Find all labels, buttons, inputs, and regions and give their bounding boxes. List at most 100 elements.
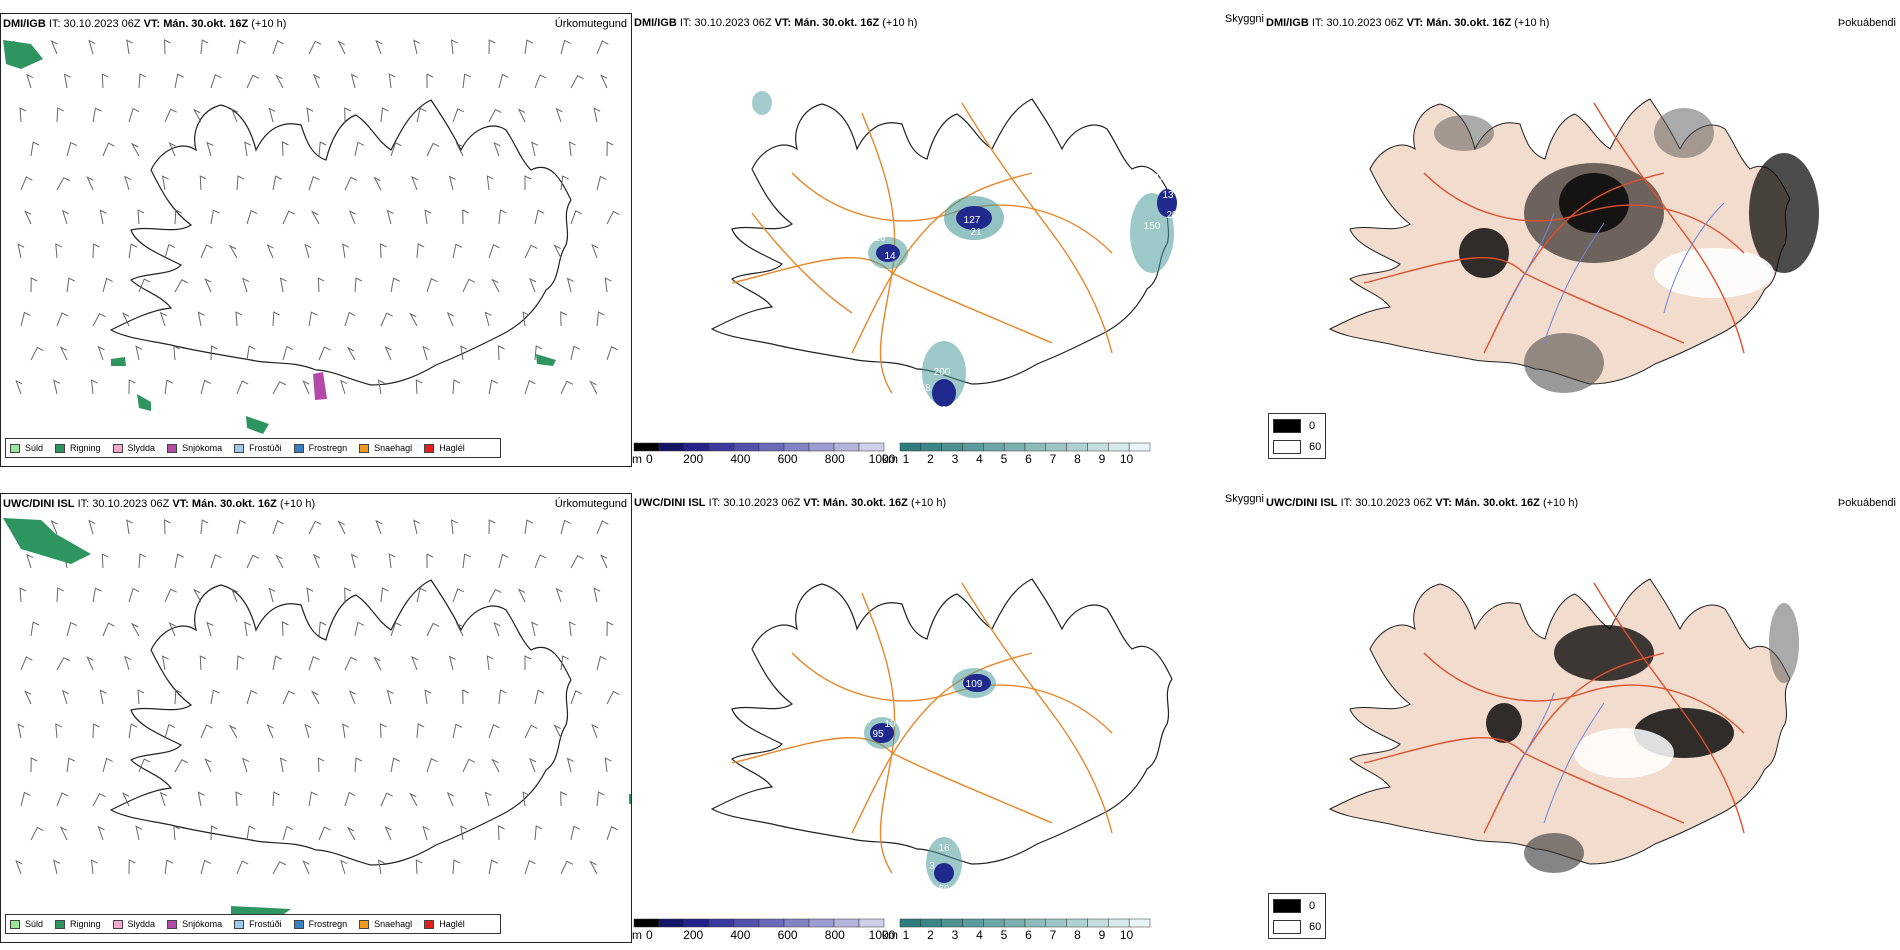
fog-scale-max: 60 — [1273, 440, 1321, 454]
wind-barb — [102, 757, 113, 773]
wind-barb — [128, 859, 136, 875]
wind-barb — [30, 621, 40, 637]
wind-barb — [344, 176, 358, 191]
wind-barb — [452, 379, 461, 395]
precip-map-svg — [3, 39, 620, 434]
wind-barb — [56, 312, 69, 327]
legend-label: Haglél — [439, 443, 465, 453]
scale-m-tick: 1000 — [869, 452, 896, 466]
wind-barb — [566, 277, 574, 293]
wind-barb — [55, 243, 63, 259]
wind-barb — [446, 311, 454, 327]
scale-m-unit: m — [632, 452, 642, 466]
scale-km-tick: 8 — [1074, 928, 1081, 942]
fog-scale-min: 0 — [1273, 899, 1315, 913]
wind-barb — [486, 175, 494, 191]
wind-barb — [66, 141, 78, 157]
wind-barb — [411, 175, 419, 191]
wind-barb — [560, 519, 571, 535]
wind-barb — [491, 758, 500, 773]
wind-barb — [415, 379, 423, 395]
snow-depth-label: 14 — [884, 251, 896, 262]
fog-scale-max-swatch — [1273, 920, 1301, 934]
scale-km-cell — [1045, 918, 1067, 928]
wind-barb — [200, 244, 213, 259]
lead-time: (+10 h) — [1514, 17, 1550, 29]
wind-barb — [282, 345, 294, 361]
wind-barb — [497, 345, 505, 361]
snow-depth-label: 21 — [970, 227, 982, 238]
scale-km-tick: 5 — [1001, 452, 1008, 466]
wind-barb — [230, 587, 238, 603]
wind-barb — [411, 655, 419, 671]
wind-barb — [56, 177, 71, 191]
wind-barb — [498, 689, 507, 705]
wind-barb — [130, 142, 140, 157]
scale-km-cell — [899, 918, 922, 928]
fog-scale-box: 0 60 — [1268, 893, 1326, 939]
scale-m-cell — [708, 442, 735, 452]
wind-barb — [560, 311, 567, 327]
wind-barb — [344, 107, 351, 123]
legend-swatch — [293, 443, 304, 453]
wind-barb — [128, 243, 138, 259]
wind-barb — [126, 39, 134, 55]
wind-barb — [450, 39, 458, 55]
scale-km-cell — [1024, 442, 1047, 452]
rain-area — [629, 794, 631, 804]
wind-barb — [344, 791, 356, 807]
wind-barb — [600, 554, 608, 569]
rain-area — [111, 357, 126, 366]
scale-m-cell — [858, 918, 885, 928]
wind-barb — [568, 141, 576, 157]
wind-barb — [66, 621, 78, 637]
wind-barb — [210, 209, 220, 225]
panel-title: Skyggni — [1224, 13, 1264, 25]
wind-barb — [168, 622, 176, 637]
scale-m-tick: 800 — [825, 452, 845, 466]
wind-barb — [24, 690, 32, 705]
wind-barb — [606, 141, 614, 157]
wind-barb — [566, 757, 574, 773]
snow-depth-label: 8 — [925, 383, 931, 394]
wind-barb — [174, 73, 184, 89]
legend-item: Slydda — [112, 919, 155, 929]
wind-barb — [390, 142, 402, 157]
wind-barb — [354, 277, 363, 293]
wind-barb — [30, 277, 38, 293]
scale-km-cell — [920, 918, 942, 928]
wind-barb — [159, 791, 167, 807]
wind-barb — [272, 861, 287, 875]
wind-barb — [20, 791, 31, 807]
wind-barb — [380, 587, 389, 603]
scale-m-cell — [808, 442, 835, 452]
scale-km-tick: 7 — [1050, 452, 1057, 466]
legend-item: Snaehagl — [359, 443, 412, 453]
wind-barb — [337, 520, 346, 535]
panel-title: Úrkomutegund — [554, 498, 627, 510]
legend-item: Slydda — [112, 443, 155, 453]
wind-barb — [390, 622, 402, 637]
wind-barb — [452, 859, 461, 875]
wind-barb — [570, 554, 584, 569]
precip-legend: Súld Rigning Slydda Snjókoma Frostúði Frostre… — [5, 438, 501, 458]
legend-swatch — [424, 443, 435, 453]
wind-barb — [570, 210, 583, 225]
wind-barb — [522, 311, 530, 327]
legend-label: Súld — [25, 919, 44, 929]
scale-m-tick: 0 — [646, 928, 653, 942]
wind-barb — [377, 379, 385, 395]
legend-swatch — [167, 919, 178, 929]
wind-barb — [99, 209, 107, 225]
wind-barb — [488, 379, 498, 395]
legend-item: Haglél — [424, 919, 465, 929]
wind-barb — [92, 312, 106, 327]
wind-barb — [164, 859, 174, 875]
wind-barb — [210, 553, 222, 569]
wind-barb — [244, 621, 252, 637]
fog-scale-min-swatch — [1273, 419, 1301, 433]
wind-barb — [348, 689, 356, 705]
wind-barb — [174, 759, 189, 773]
wind-barb — [236, 860, 249, 875]
